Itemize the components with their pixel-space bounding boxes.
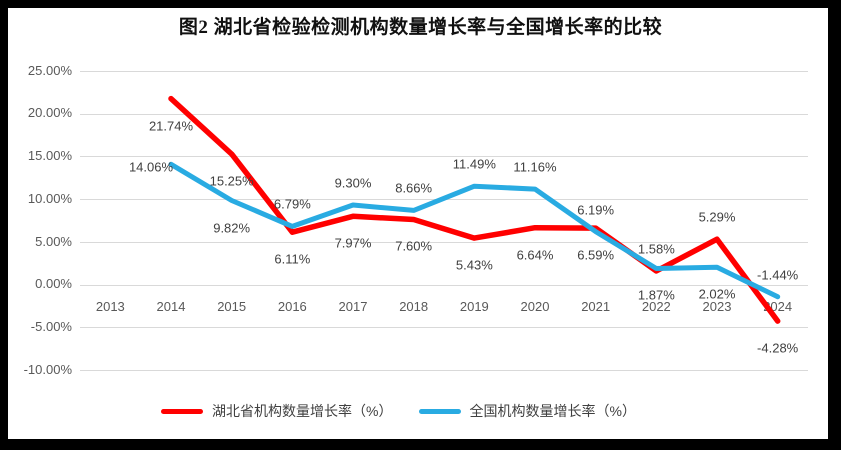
x-tick-label: 2020: [520, 299, 550, 314]
gridline: [80, 113, 808, 115]
x-tick-label: 2019: [459, 299, 489, 314]
x-tick-label: 2021: [581, 299, 611, 314]
data-label: 14.06%: [128, 159, 174, 175]
x-tick-label: 2013: [95, 299, 125, 314]
data-label: 6.11%: [274, 251, 311, 267]
y-tick-label: 5.00%: [35, 233, 72, 249]
x-tick-label: 2023: [702, 299, 732, 314]
chart-title: 图2 湖北省检验检测机构数量增长率与全国增长率的比较: [178, 17, 663, 38]
legend-line-hubei-icon: [161, 408, 204, 414]
data-label: 2.02%: [698, 286, 736, 302]
data-label: 9.30%: [334, 175, 372, 191]
data-label: 15.25%: [209, 173, 254, 189]
data-label: 5.43%: [455, 257, 493, 273]
series-line-1: [168, 161, 781, 300]
gridline: [80, 370, 808, 371]
y-tick-label: 20.00%: [27, 105, 72, 121]
data-label: 11.49%: [452, 156, 496, 172]
data-label: 7.60%: [395, 238, 433, 254]
y-tick-label: 15.00%: [27, 148, 72, 164]
gridline: [80, 70, 808, 72]
data-label: 11.16%: [513, 159, 557, 175]
y-tick-label: -5.00%: [30, 319, 72, 335]
x-tick-label: 2018: [399, 299, 429, 314]
gridline: [80, 241, 808, 243]
data-label: 6.64%: [516, 247, 554, 263]
y-tick-label: 0.00%: [35, 276, 72, 292]
legend-label-hubei: 湖北省机构数量增长率（%）: [212, 403, 393, 419]
gridline: [80, 156, 808, 158]
data-label: 8.66%: [395, 180, 433, 196]
x-tick-label: 2022: [641, 299, 671, 314]
gridline: [80, 327, 808, 329]
data-label: 1.87%: [637, 287, 675, 303]
legend-label-national: 全国机构数量增长率（%）: [469, 403, 636, 419]
x-tick-label: 2014: [156, 299, 186, 314]
data-label: 9.82%: [213, 220, 251, 235]
series-line-0: [168, 95, 781, 324]
gridline: [80, 284, 808, 286]
data-label: 6.79%: [273, 196, 311, 212]
data-label: 6.19%: [577, 202, 615, 218]
x-tick-label: 2016: [277, 299, 307, 314]
legend-item-national: 全国机构数量增长率（%）: [418, 401, 636, 421]
y-tick-label: 25.00%: [27, 62, 72, 78]
x-tick-label: 2017: [338, 299, 368, 314]
legend-item-hubei: 湖北省机构数量增长率（%）: [161, 401, 393, 421]
data-label: -1.44%: [757, 267, 799, 283]
data-label: 7.97%: [334, 235, 372, 251]
data-label: 6.59%: [577, 247, 615, 263]
data-label: 5.29%: [698, 209, 736, 225]
data-label: -4.28%: [757, 340, 799, 356]
data-label: 21.74%: [148, 118, 194, 134]
x-tick-label: 2015: [217, 299, 247, 314]
y-tick-label: 10.00%: [27, 190, 72, 206]
y-tick-label: -10.00%: [23, 362, 72, 377]
data-label: 1.58%: [637, 241, 675, 257]
legend: 湖北省机构数量增长率（%） 全国机构数量增长率（%）: [0, 401, 819, 421]
legend-line-national-icon: [418, 408, 461, 414]
